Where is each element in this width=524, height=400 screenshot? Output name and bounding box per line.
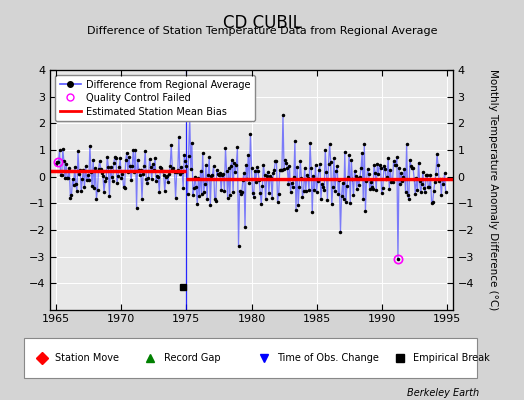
Text: Time of Obs. Change: Time of Obs. Change bbox=[277, 353, 379, 363]
Text: Empirical Break: Empirical Break bbox=[413, 353, 490, 363]
FancyBboxPatch shape bbox=[24, 338, 477, 378]
Text: Station Move: Station Move bbox=[56, 353, 119, 363]
Text: Difference of Station Temperature Data from Regional Average: Difference of Station Temperature Data f… bbox=[87, 26, 437, 36]
Text: CD CUBIL: CD CUBIL bbox=[223, 14, 301, 32]
Legend: Difference from Regional Average, Quality Control Failed, Estimated Station Mean: Difference from Regional Average, Qualit… bbox=[54, 75, 255, 121]
Y-axis label: Monthly Temperature Anomaly Difference (°C): Monthly Temperature Anomaly Difference (… bbox=[488, 69, 498, 311]
Text: Record Gap: Record Gap bbox=[164, 353, 221, 363]
Text: Berkeley Earth: Berkeley Earth bbox=[407, 388, 479, 398]
